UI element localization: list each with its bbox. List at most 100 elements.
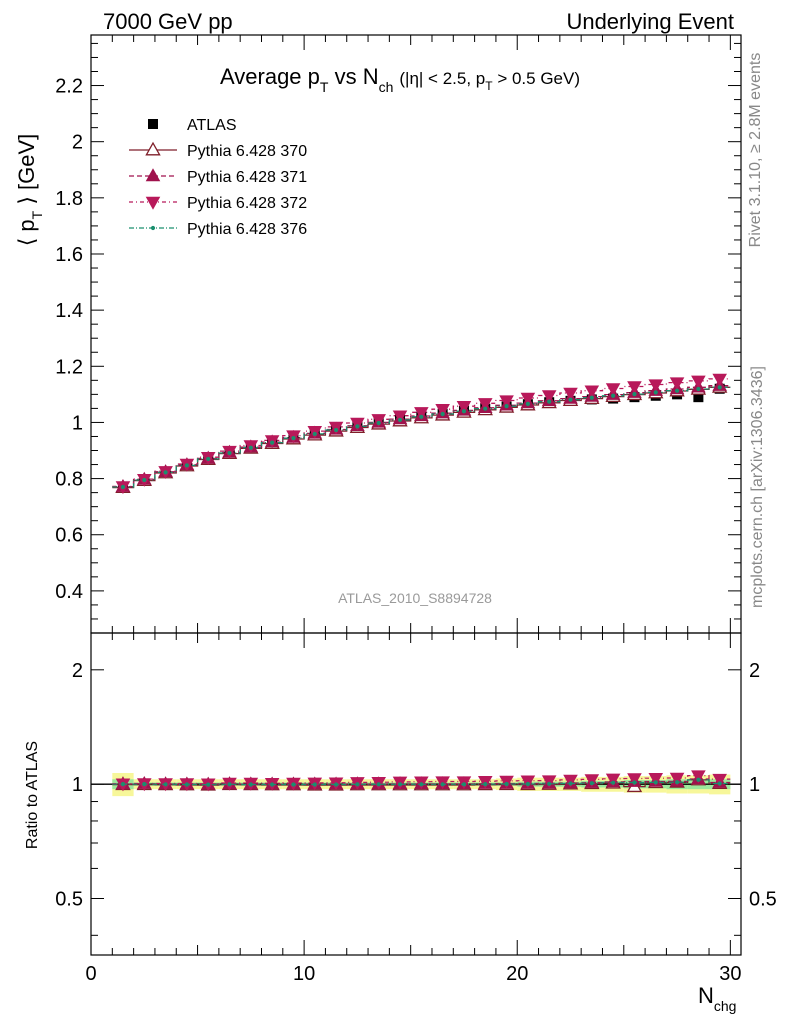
ratio-model-point [547, 781, 552, 786]
atlas-data-point [693, 392, 704, 403]
model-point [270, 440, 275, 445]
x-axis-label: Nchg [698, 983, 736, 1014]
model-point [248, 445, 253, 450]
model-point [525, 401, 530, 407]
ratio-model-point [525, 781, 530, 787]
model-point [605, 383, 621, 397]
model-point [291, 436, 296, 441]
ratio-model-point [483, 782, 488, 787]
legend-label: ATLAS [187, 117, 237, 134]
ratio-model-point [568, 781, 573, 786]
ratio-model-point [584, 774, 600, 788]
ratio-model-point [376, 782, 381, 787]
model-point [414, 407, 429, 421]
ratio-model-point [712, 773, 727, 787]
ratio-model-point [541, 775, 557, 789]
y-tick-label: 2 [72, 132, 83, 154]
model-point [440, 411, 445, 417]
ratio-model-point [248, 782, 253, 787]
ratio-model-point [669, 772, 685, 786]
y-tick-label: 1.6 [55, 244, 83, 266]
ratio-y-tick-label-left: 0.5 [55, 889, 83, 911]
legend-label: Pythia 6.428 370 [187, 143, 307, 160]
title-sub2: ch [379, 79, 394, 95]
ratio-model-point [312, 782, 317, 787]
model-point [461, 409, 467, 414]
ratio-y-tick-label-right: 0.5 [749, 889, 777, 911]
x-tick-label: 20 [506, 963, 528, 985]
chart-title: Average pT vs Nch (|η| < 2.5, pT > 0.5 Ge… [220, 64, 580, 95]
model-point [712, 373, 727, 387]
y-tick-label: 0.8 [55, 469, 83, 491]
model-point [350, 417, 365, 431]
legend-label: Pythia 6.428 371 [187, 169, 307, 186]
model-point [632, 391, 637, 397]
legend: ATLAS Pythia 6.428 370 Pythia 6.428 371 Pyt… [129, 117, 307, 238]
model-point [696, 386, 701, 392]
x-tick-label: 0 [85, 963, 96, 985]
model-point [669, 377, 685, 391]
model-point [371, 414, 386, 428]
ratio-model-point [563, 774, 578, 788]
y-tick-label: 1.2 [55, 356, 83, 378]
ratio-model-point [653, 780, 658, 785]
ratio-model-point [611, 780, 616, 785]
ratio-model-point [120, 782, 126, 787]
model-point [397, 417, 403, 423]
main-series-line [112, 386, 731, 488]
ratio-y-tick-label-right: 2 [749, 660, 760, 682]
model-point [435, 404, 450, 417]
title-part1: Average p [220, 64, 320, 89]
legend-marker [150, 225, 156, 231]
ratio-model-point [355, 782, 360, 787]
header-left-label: 7000 GeV pp [103, 9, 233, 34]
ratio-frame [90, 632, 742, 956]
y-tick-label: 0.6 [55, 525, 83, 547]
ratio-series-line [112, 775, 731, 785]
ratio-series-line [112, 778, 731, 785]
x-tick-label: 30 [719, 963, 741, 985]
legend-marker [145, 168, 161, 182]
y-label-part-a: ⟨ p [14, 219, 39, 246]
ratio-model-point [717, 781, 722, 786]
y-label-part-b: ⟩ [GeV] [14, 134, 39, 211]
title-part2: vs N [328, 64, 378, 89]
ratio-model-point [520, 775, 536, 789]
model-point [312, 431, 317, 437]
model-point [589, 395, 594, 400]
legend-label: Pythia 6.428 372 [187, 195, 307, 212]
model-point [456, 400, 472, 414]
ratio-model-point [648, 772, 664, 786]
model-point [547, 399, 552, 404]
legend-marker [145, 141, 161, 156]
ratio-model-point [206, 782, 211, 787]
y-axis-label-ratio: Ratio to ATLAS [24, 741, 41, 849]
model-point [355, 424, 360, 429]
ratio-model-point [627, 773, 642, 787]
model-point [477, 398, 493, 412]
ratio-model-point [632, 780, 637, 785]
x-label-sub: chg [714, 998, 737, 1014]
model-point [419, 414, 424, 419]
header-right-label: Underlying Event [566, 9, 734, 34]
y-label-sub: T [29, 210, 45, 219]
main-series-line [112, 386, 731, 489]
ratio-model-point [291, 782, 296, 787]
model-point [584, 385, 600, 399]
model-point [541, 390, 557, 404]
title-sub1: T [320, 79, 329, 95]
title-part4: > 0.5 GeV) [493, 69, 580, 88]
main-panel: 0.4 0.6 0.8 1 1.2 1.4 1.6 1.8 2 2.2 [55, 34, 742, 634]
ratio-model-point [333, 782, 339, 787]
ratio-y-tick-label-left: 2 [72, 660, 83, 682]
ratio-y-tick-label-right: 1 [749, 774, 760, 796]
model-point [648, 379, 664, 393]
legend-marker [148, 119, 158, 129]
ratio-model-point [605, 773, 621, 787]
model-point [627, 381, 642, 395]
ratio-model-point [184, 782, 190, 787]
ratio-model-point [419, 782, 424, 787]
ratio-model-point [142, 782, 147, 787]
model-point [163, 470, 168, 475]
